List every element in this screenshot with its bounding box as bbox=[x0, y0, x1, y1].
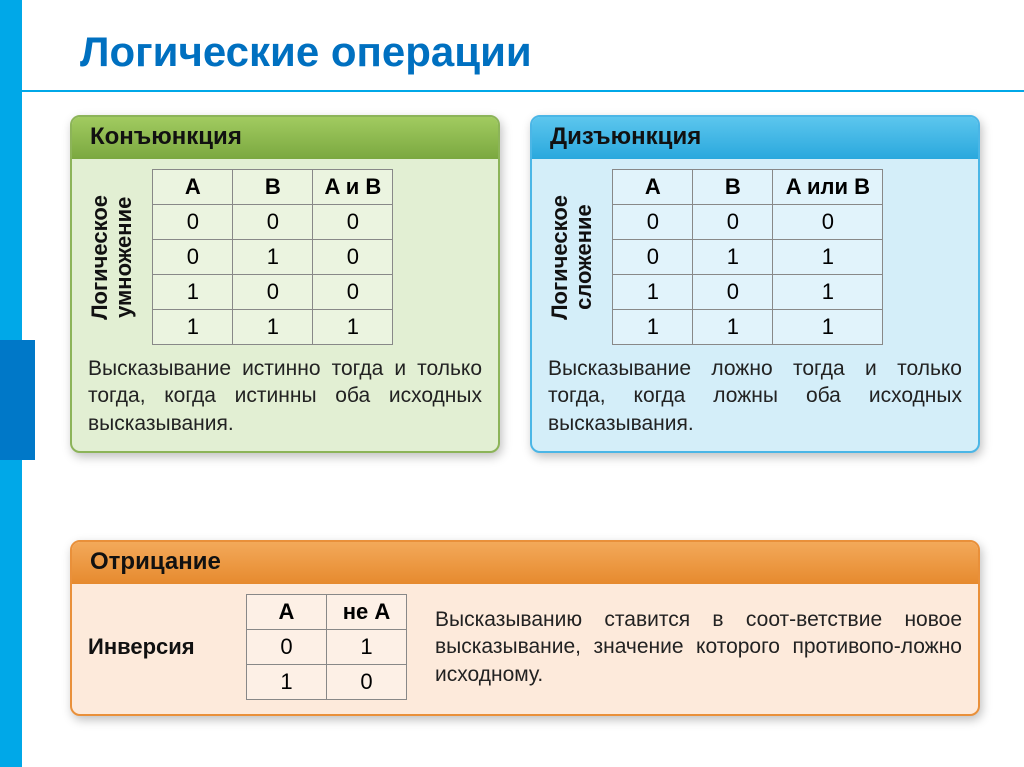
cell: 1 bbox=[773, 240, 883, 275]
title-rule bbox=[22, 90, 1024, 92]
panel-header-conjunction: Конъюнкция bbox=[72, 117, 498, 159]
th-and-ab: A и B bbox=[313, 170, 393, 205]
panel-conjunction: Конъюнкция Логическое умножение A B A и … bbox=[70, 115, 500, 453]
cell: 0 bbox=[233, 205, 313, 240]
cell: 1 bbox=[693, 310, 773, 345]
th-and-a: A bbox=[153, 170, 233, 205]
cell: 0 bbox=[313, 205, 393, 240]
th-not-na: не A bbox=[327, 595, 407, 630]
panel-disjunction: Дизъюнкция Логическое сложение A B A или… bbox=[530, 115, 980, 453]
accent-sidebar bbox=[0, 0, 22, 767]
cell: 1 bbox=[153, 275, 233, 310]
truth-table-and: A B A и B 000 010 100 111 bbox=[152, 169, 393, 345]
caption-and: Высказывание истинно тогда и только тогд… bbox=[88, 355, 482, 437]
page-title: Логические операции bbox=[80, 28, 532, 76]
cell: 0 bbox=[153, 240, 233, 275]
cell: 0 bbox=[313, 240, 393, 275]
cell: 1 bbox=[233, 240, 313, 275]
cell: 0 bbox=[613, 205, 693, 240]
vlabel-and: Логическое умножение bbox=[88, 195, 136, 320]
panel-header-negation: Отрицание bbox=[72, 542, 978, 584]
caption-or: Высказывание ложно тогда и только тогда,… bbox=[548, 355, 962, 437]
th-or-ab: A или B bbox=[773, 170, 883, 205]
cell: 1 bbox=[773, 310, 883, 345]
truth-table-or: A B A или B 000 011 101 111 bbox=[612, 169, 883, 345]
cell: 0 bbox=[247, 630, 327, 665]
cell: 0 bbox=[613, 240, 693, 275]
cell: 0 bbox=[233, 275, 313, 310]
th-and-b: B bbox=[233, 170, 313, 205]
vlabel-or: Логическое сложение bbox=[548, 195, 596, 320]
vlabel-and-text: Логическое умножение bbox=[87, 195, 136, 320]
cell: 1 bbox=[247, 665, 327, 700]
vlabel-or-text: Логическое сложение bbox=[547, 195, 596, 320]
cell: 0 bbox=[693, 205, 773, 240]
panel-negation: Отрицание Инверсия A не A 01 10 Высказыв… bbox=[70, 540, 980, 716]
cell: 0 bbox=[153, 205, 233, 240]
cell: 1 bbox=[613, 310, 693, 345]
panel-header-disjunction: Дизъюнкция bbox=[532, 117, 978, 159]
cell: 0 bbox=[327, 665, 407, 700]
th-not-a: A bbox=[247, 595, 327, 630]
cell: 1 bbox=[233, 310, 313, 345]
cell: 1 bbox=[693, 240, 773, 275]
cell: 1 bbox=[313, 310, 393, 345]
th-or-a: A bbox=[613, 170, 693, 205]
cell: 0 bbox=[693, 275, 773, 310]
cell: 1 bbox=[613, 275, 693, 310]
cell: 0 bbox=[773, 205, 883, 240]
th-or-b: B bbox=[693, 170, 773, 205]
cell: 1 bbox=[153, 310, 233, 345]
cell: 1 bbox=[773, 275, 883, 310]
cell: 0 bbox=[313, 275, 393, 310]
hlabel-not: Инверсия bbox=[88, 634, 218, 660]
truth-table-not: A не A 01 10 bbox=[246, 594, 407, 700]
cell: 1 bbox=[327, 630, 407, 665]
caption-not: Высказыванию ставится в соот-ветствие но… bbox=[435, 606, 962, 688]
